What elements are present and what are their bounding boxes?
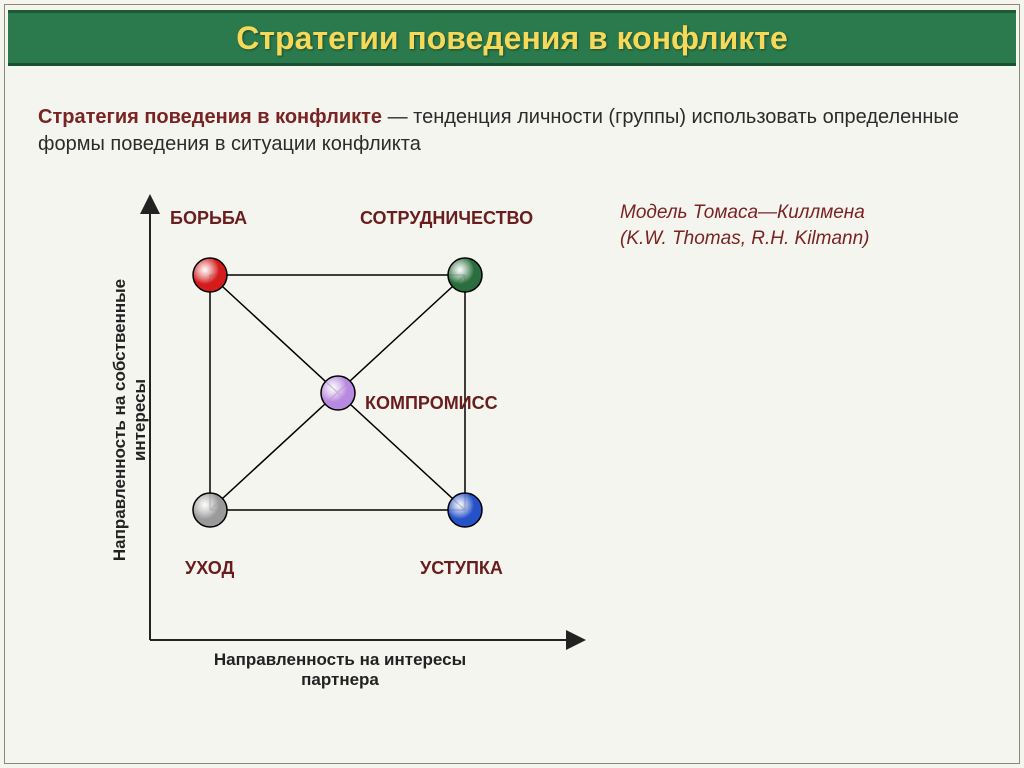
definition-term: Стратегия поведения в конфликте	[38, 106, 382, 128]
slide-title: Стратегии поведения в конфликте	[236, 20, 787, 57]
node-label-concede: УСТУПКА	[420, 558, 503, 579]
node-label-cooperate: СОТРУДНИЧЕСТВО	[360, 208, 533, 229]
model-caption-line2: (K.W. Thomas, R.H. Kilmann)	[620, 226, 870, 252]
y-axis-label: Направленность на собственные интересы	[110, 240, 150, 600]
definition-block: Стратегия поведения в конфликте — тенден…	[38, 104, 986, 158]
node-label-fight: БОРЬБА	[170, 208, 247, 229]
node-label-compromise: КОМПРОМИСС	[365, 393, 498, 414]
x-axis-label: Направленность на интересы партнера	[200, 650, 480, 690]
header-bar: Стратегии поведения в конфликте	[8, 10, 1016, 66]
model-caption: Модель Томаса—Киллмена (K.W. Thomas, R.H…	[620, 200, 870, 251]
node-label-avoid: УХОД	[185, 558, 234, 579]
conflict-diagram: БОРЬБА СОТРУДНИЧЕСТВО КОМПРОМИСС УХОД УСТУПК…	[70, 180, 590, 700]
model-caption-line1: Модель Томаса—Киллмена	[620, 200, 870, 226]
